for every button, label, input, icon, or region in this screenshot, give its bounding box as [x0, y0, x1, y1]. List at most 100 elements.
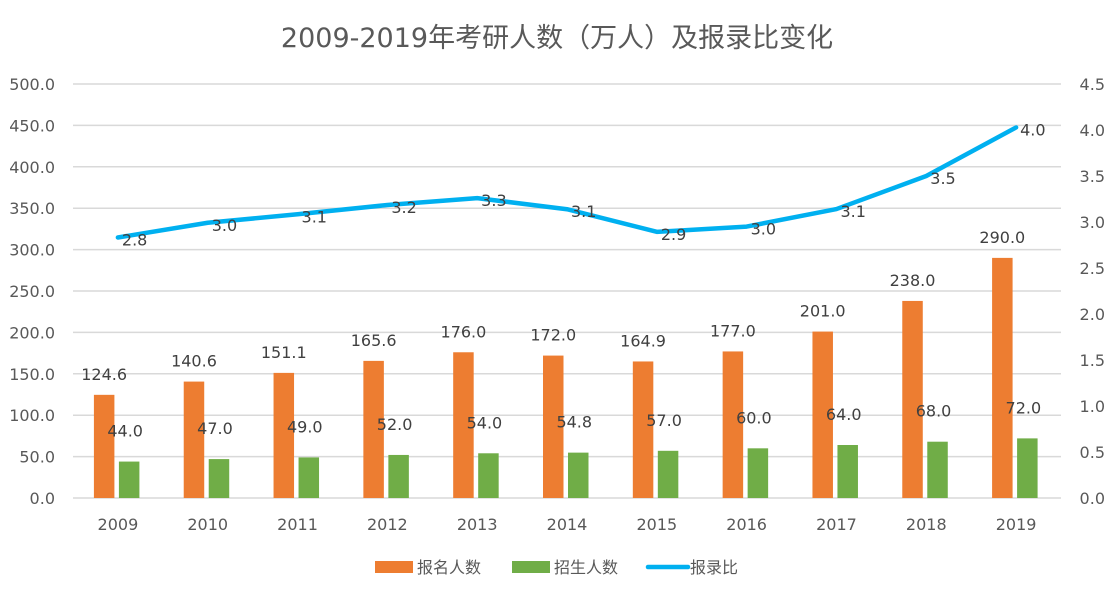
right-tick-label: 4.5 — [1080, 75, 1105, 94]
data-label-admitted: 68.0 — [916, 402, 952, 421]
data-label-ratio: 3.1 — [302, 207, 327, 226]
x-tick-label: 2019 — [996, 515, 1037, 534]
left-tick-label: 0.0 — [30, 489, 55, 508]
data-label-admitted: 54.8 — [556, 413, 592, 432]
data-label-admitted: 49.0 — [287, 417, 323, 436]
bar-applicants — [183, 381, 205, 498]
legend-swatch-admitted — [512, 561, 550, 573]
x-axis: 2009 2010 2011 2012 2013 2014 2015 2016 2017 2018… — [98, 515, 1037, 534]
data-label-ratio: 2.8 — [122, 230, 147, 249]
data-label-applicants: 176.0 — [441, 322, 487, 341]
x-tick-label: 2017 — [816, 515, 857, 534]
data-label-ratio: 3.1 — [840, 202, 865, 221]
x-tick-label: 2018 — [906, 515, 947, 534]
legend-label-admitted: 招生人数 — [554, 558, 618, 577]
x-tick-label: 2016 — [726, 515, 767, 534]
bar-applicants — [273, 372, 295, 498]
x-tick-label: 2013 — [457, 515, 498, 534]
x-tick-label: 2009 — [98, 515, 139, 534]
left-tick-label: 500.0 — [9, 75, 55, 94]
data-label-applicants: 164.9 — [620, 331, 666, 350]
gridlines — [73, 83, 1061, 499]
data-label-applicants: 165.6 — [351, 331, 397, 350]
right-tick-label: 1.5 — [1080, 351, 1105, 370]
x-tick-label: 2012 — [367, 515, 408, 534]
left-tick-label: 200.0 — [9, 323, 55, 342]
bar-admitted — [747, 448, 769, 498]
bar-applicants — [902, 300, 923, 498]
bar-applicants — [543, 355, 564, 498]
data-label-admitted: 47.0 — [197, 419, 233, 438]
right-tick-label: 0.0 — [1080, 489, 1105, 508]
bar-admitted — [657, 450, 679, 498]
data-label-applicants: 201.0 — [800, 302, 846, 321]
data-label-ratio: 2.9 — [661, 225, 686, 244]
data-label-ratio: 3.2 — [391, 198, 416, 217]
bar-admitted — [118, 461, 140, 498]
bar-admitted — [837, 445, 858, 498]
bar-applicants — [812, 331, 833, 498]
x-tick-label: 2011 — [277, 515, 318, 534]
bar-admitted — [568, 452, 589, 498]
bar-applicants — [363, 360, 384, 498]
left-tick-label: 350.0 — [9, 199, 55, 218]
x-tick-label: 2015 — [636, 515, 677, 534]
left-axis: 0.0 50.0 100.0 150.0 200.0 250.0 300.0 350.0 400… — [9, 75, 55, 508]
data-label-admitted: 54.0 — [467, 413, 503, 432]
bar-admitted — [388, 454, 409, 498]
bar-admitted — [478, 453, 499, 498]
right-tick-label: 1.0 — [1080, 397, 1105, 416]
left-tick-label: 150.0 — [9, 365, 55, 384]
bar-admitted — [927, 441, 948, 498]
right-axis: 0.0 0.5 1.0 1.5 2.0 2.5 3.0 3.5 4.0 4.5 — [1080, 75, 1105, 508]
data-label-admitted: 57.0 — [646, 411, 682, 430]
legend-label-applicants: 报名人数 — [417, 558, 481, 577]
data-label-ratio: 3.0 — [751, 220, 776, 239]
chart-title: 2009-2019年考研人数（万人）及报录比变化 — [281, 23, 833, 54]
bar-admitted — [208, 459, 230, 498]
data-label-admitted: 52.0 — [377, 415, 413, 434]
x-tick-label: 2010 — [187, 515, 228, 534]
right-tick-label: 3.5 — [1080, 167, 1105, 186]
data-label-applicants: 140.6 — [171, 352, 217, 371]
data-label-applicants: 177.0 — [710, 321, 756, 340]
bar-applicants — [632, 361, 654, 498]
line-series: 2.8 3.0 3.1 3.2 3.3 3.1 2.9 3.0 3.1 3.5 4.0 — [115, 120, 1046, 249]
data-label-ratio: 3.1 — [571, 202, 596, 221]
right-tick-label: 4.0 — [1080, 121, 1105, 140]
bar-series: 124.6 44.0 140.6 47.0 151.1 49.0 165.6 52.0 176.… — [81, 228, 1041, 498]
data-label-applicants: 290.0 — [979, 228, 1025, 247]
data-label-ratio: 3.3 — [481, 191, 506, 210]
left-tick-label: 400.0 — [9, 158, 55, 177]
left-tick-label: 50.0 — [19, 448, 55, 467]
right-tick-label: 0.5 — [1080, 443, 1105, 462]
data-label-admitted: 72.0 — [1006, 398, 1042, 417]
bar-admitted — [1017, 438, 1038, 498]
bar-applicants — [453, 352, 474, 498]
data-label-applicants: 172.0 — [530, 326, 576, 345]
left-tick-label: 450.0 — [9, 116, 55, 135]
data-label-applicants: 238.0 — [890, 271, 936, 290]
x-tick-label: 2014 — [547, 515, 588, 534]
bar-applicants — [992, 257, 1013, 498]
legend-label-ratio: 报录比 — [690, 558, 738, 577]
data-label-admitted: 60.0 — [736, 408, 772, 427]
left-tick-label: 250.0 — [9, 282, 55, 301]
data-label-admitted: 44.0 — [107, 422, 143, 441]
left-tick-label: 100.0 — [9, 406, 55, 425]
bar-applicants — [93, 394, 115, 498]
bar-applicants — [722, 351, 744, 498]
right-tick-label: 3.0 — [1080, 213, 1105, 232]
legend-swatch-applicants — [375, 561, 413, 573]
right-tick-label: 2.0 — [1080, 305, 1105, 324]
data-label-ratio: 3.0 — [212, 216, 237, 235]
data-label-ratio: 3.5 — [930, 169, 955, 188]
legend: 报名人数 招生人数 报录比 — [375, 558, 738, 577]
right-tick-label: 2.5 — [1080, 259, 1105, 278]
left-tick-label: 300.0 — [9, 241, 55, 260]
data-label-admitted: 64.0 — [826, 405, 862, 424]
line-ratio — [115, 125, 1019, 240]
bar-admitted — [298, 457, 320, 498]
data-label-applicants: 151.1 — [261, 343, 307, 362]
